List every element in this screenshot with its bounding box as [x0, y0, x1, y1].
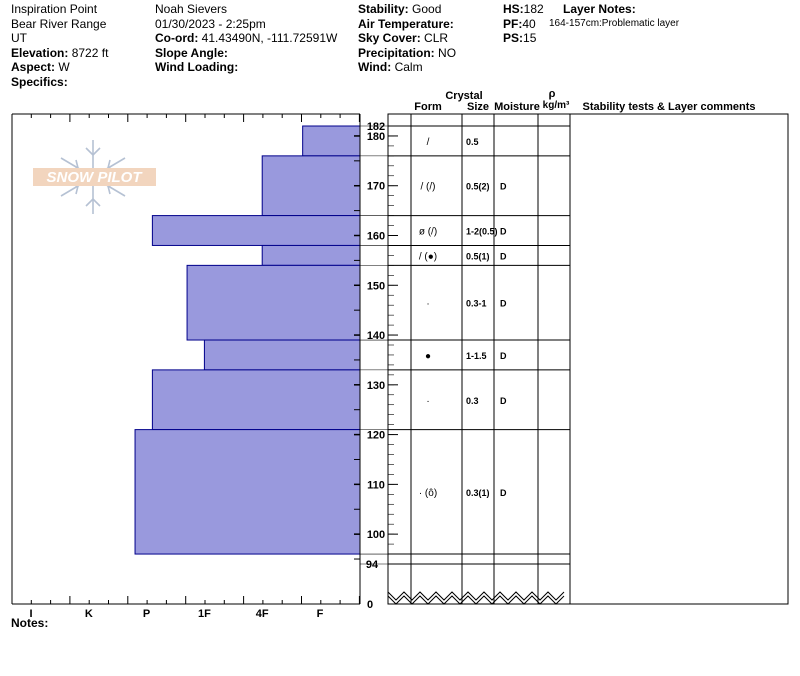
rho-header: ρ [549, 88, 556, 100]
hs-field: HS:182 [503, 2, 544, 16]
depth-tick-label: 140 [367, 330, 385, 342]
moisture-value: D [500, 351, 507, 361]
specifics-field: Specifics: [11, 74, 68, 89]
aspect-field: Aspect: W [11, 60, 70, 74]
stability-field: Stability: Good [358, 2, 442, 16]
moisture-value: D [500, 182, 507, 192]
header-col1: Inspiration Point Bear River Range UT El… [11, 2, 108, 89]
layer-table: /0.5/ (/) 0.5(2) Dø (/) 1-2(0.5) D/ (●) 0.5(1… [360, 113, 789, 605]
hardness-bar [261, 244, 361, 266]
moisture-value: D [500, 396, 507, 406]
grain-size-value: 0.5(1) [466, 251, 490, 261]
form-header: Form [414, 101, 442, 113]
depth-tick-label: 160 [367, 231, 385, 243]
depth-top-label: 182 [367, 121, 385, 133]
hardness-bar [186, 264, 361, 341]
grain-form-symbol: / [427, 137, 430, 148]
logo-text: SNOW PILOT [47, 169, 144, 186]
hardness-bar [261, 155, 361, 217]
hardness-bar [151, 215, 361, 246]
moisture-value: D [500, 299, 507, 309]
depth-tick-label: 150 [367, 280, 385, 292]
hardness-bar [134, 429, 361, 555]
depth-tick-label: 180 [367, 131, 385, 143]
header-col2: Noah Sievers 01/30/2023 - 2:25pm Co-ord:… [155, 2, 337, 75]
grain-size-value: 0.3-1 [466, 299, 487, 309]
grain-size-value: 1-2(0.5) [466, 227, 498, 237]
notes-label: Notes: [11, 616, 49, 630]
observer-name: Noah Sievers [155, 2, 228, 16]
table-frame [387, 113, 789, 605]
hardness-bar [151, 369, 361, 431]
snow-break-line [387, 591, 565, 601]
wind-field: Wind: Calm [358, 60, 423, 74]
slope-angle-field: Slope Angle: [155, 45, 228, 60]
observation-date: 01/30/2023 - 2:25pm [155, 16, 266, 31]
air-temperature-field: Air Temperature: [358, 16, 454, 31]
depth-tick-label: 100 [367, 529, 385, 541]
layer-notes: Layer Notes: 164-157cm:Problematic layer [549, 2, 679, 31]
grain-size-value: 0.3(1) [466, 488, 490, 498]
grain-form-symbol: / (●) [419, 251, 437, 262]
depth-bottom-label: 94 [366, 559, 379, 571]
depth-tick-label: 120 [367, 430, 385, 442]
size-header: Size [467, 101, 489, 113]
precipitation-field: Precipitation: NO [358, 45, 457, 60]
snow-break-line [387, 595, 565, 605]
wind-loading-field: Wind Loading: [155, 60, 239, 74]
hardness-tick-label: I [29, 608, 32, 620]
hardness-tick-label: K [85, 608, 93, 620]
grain-form-symbol: · (ô) [419, 488, 437, 499]
grain-form-symbol: / (/) [421, 182, 436, 193]
depth-zero-label: 0 [367, 599, 373, 611]
depth-tick-label: 110 [367, 479, 385, 491]
pf-field: PF:40 [503, 16, 536, 31]
hardness-tick-label: 4F [256, 608, 269, 620]
density-unit-header: kg/m³ [543, 100, 570, 111]
hardness-bars [134, 125, 361, 555]
grain-size-value: 1-1.5 [466, 351, 487, 361]
coordinates-field: Co-ord: 41.43490N, -111.72591W [155, 31, 338, 45]
location-range: Bear River Range [11, 16, 107, 31]
crystal-header: Crystal [445, 90, 482, 102]
hardness-tick-label: P [143, 608, 150, 620]
grain-form-symbol: ● [425, 351, 431, 362]
layer-notes-title: Layer Notes: [563, 2, 636, 16]
grain-form-symbol: ø (/) [419, 227, 437, 238]
hardness-bar [302, 125, 361, 157]
depth-tick-label: 170 [367, 181, 385, 193]
hardness-tick-label: F [317, 608, 324, 620]
layer-notes-text: 164-157cm:Problematic layer [549, 17, 680, 29]
moisture-value: D [500, 488, 507, 498]
grain-form-symbol: · [426, 396, 429, 407]
moisture-value: D [500, 251, 507, 261]
hardness-bar [203, 339, 361, 371]
moisture-header: Moisture [494, 101, 540, 113]
location-name: Inspiration Point [11, 2, 98, 16]
comments-header: Stability tests & Layer comments [582, 101, 755, 113]
grain-form-symbol: · [426, 299, 429, 310]
snowpilot-logo: SNOW PILOT [33, 140, 156, 214]
elevation-field: Elevation: 8722 ft [11, 45, 109, 60]
header-col3: Stability: Good Air Temperature: Sky Cov… [358, 2, 456, 75]
moisture-value: D [500, 227, 507, 237]
hardness-axis: I K P 1F 4F F [11, 113, 361, 620]
grain-size-value: 0.5 [466, 137, 479, 147]
grain-size-value: 0.3 [466, 396, 479, 406]
logo-band [33, 168, 156, 186]
ps-field: PS:15 [503, 31, 537, 45]
header-col4: HS:182 PF:40 PS:15 [503, 2, 544, 46]
location-state: UT [11, 31, 27, 45]
hardness-tick-label: 1F [198, 608, 211, 620]
depth-tick-label: 130 [367, 380, 385, 392]
grain-size-value: 0.5(2) [466, 182, 490, 192]
sky-cover-field: Sky Cover: CLR [358, 31, 449, 45]
